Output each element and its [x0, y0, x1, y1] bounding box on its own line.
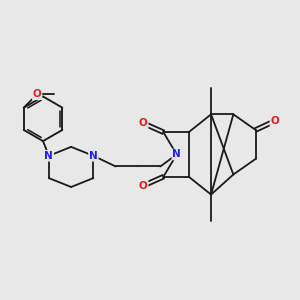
Text: O: O: [139, 181, 148, 191]
Text: N: N: [44, 151, 53, 161]
Text: N: N: [172, 149, 181, 160]
Text: O: O: [33, 89, 41, 99]
Text: O: O: [139, 118, 148, 128]
Text: N: N: [89, 151, 98, 161]
Text: O: O: [270, 116, 279, 126]
